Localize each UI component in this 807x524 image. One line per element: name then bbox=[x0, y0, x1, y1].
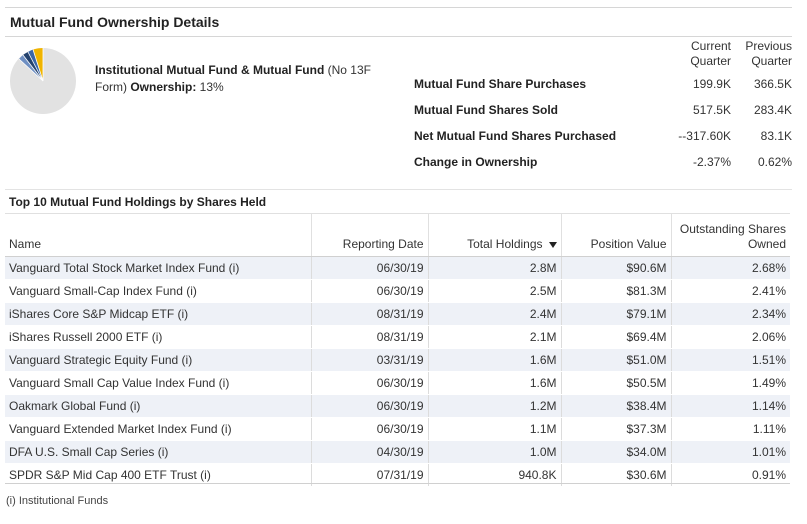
ownership-value: 13% bbox=[196, 80, 224, 94]
ownership-pie-chart bbox=[10, 47, 76, 114]
pie-slice-light bbox=[19, 55, 43, 81]
table-row: Vanguard Strategic Equity Fund (i) 03/31… bbox=[5, 348, 790, 372]
table-row: Vanguard Total Stock Market Index Fund (… bbox=[5, 256, 790, 280]
quarterly-summary-table: Current Quarter Previous Quarter Mutual … bbox=[409, 38, 792, 175]
table-row: Vanguard Small-Cap Index Fund (i) 06/30/… bbox=[5, 279, 790, 303]
summary-row: Mutual Fund Shares Sold 517.5K 283.4K bbox=[409, 96, 792, 123]
pie-slice-dark bbox=[23, 52, 43, 81]
sort-desc-icon bbox=[548, 241, 557, 248]
ownership-label-bold: Institutional Mutual Fund & Mutual Fund bbox=[95, 63, 325, 77]
table-row: iShares Core S&P Midcap ETF (i) 08/31/19… bbox=[5, 302, 790, 326]
table-row: Vanguard Small Cap Value Index Fund (i) … bbox=[5, 371, 790, 395]
table-bottom-border bbox=[5, 483, 790, 484]
table-row: DFA U.S. Small Cap Series (i) 04/30/19 1… bbox=[5, 440, 790, 464]
summary-row: Net Mutual Fund Shares Purchased --317.6… bbox=[409, 122, 792, 149]
ownership-label-normal: (No 13F Form) bbox=[95, 63, 371, 94]
table-row: SPDR S&P Mid Cap 400 ETF Trust (i) 07/31… bbox=[5, 463, 790, 487]
summary-row: Change in Ownership -2.37% 0.62% bbox=[409, 148, 792, 175]
col-reporting-date[interactable]: Reporting Date bbox=[311, 213, 429, 257]
table-row: Vanguard Extended Market Index Fund (i) … bbox=[5, 417, 790, 441]
footnote: (i) Institutional Funds bbox=[6, 495, 109, 507]
ownership-summary: Institutional Mutual Fund & Mutual Fund … bbox=[95, 62, 395, 96]
ownership-label-suffix: Ownership: bbox=[127, 80, 197, 94]
table-row: Oakmark Global Fund (i) 06/30/19 1.2M $3… bbox=[5, 394, 790, 418]
col-outstanding-shares[interactable]: Outstanding Shares Owned bbox=[671, 213, 790, 257]
top10-title: Top 10 Mutual Fund Holdings by Shares He… bbox=[9, 195, 267, 209]
col-total-holdings[interactable]: Total Holdings bbox=[428, 213, 562, 257]
section-header: Mutual Fund Ownership Details bbox=[5, 7, 792, 37]
summary-row: Mutual Fund Share Purchases 199.9K 366.5… bbox=[409, 71, 792, 97]
holdings-table: Name Reporting Date Total Holdings Posit… bbox=[5, 213, 790, 487]
col-name[interactable]: Name bbox=[5, 213, 312, 257]
table-row: iShares Russell 2000 ETF (i) 08/31/19 2.… bbox=[5, 325, 790, 349]
col-previous-quarter: Previous Quarter bbox=[745, 39, 792, 68]
section-divider bbox=[5, 189, 792, 190]
col-current-quarter: Current Quarter bbox=[690, 39, 731, 68]
page-title: Mutual Fund Ownership Details bbox=[10, 14, 220, 30]
col-position-value[interactable]: Position Value bbox=[561, 213, 672, 257]
